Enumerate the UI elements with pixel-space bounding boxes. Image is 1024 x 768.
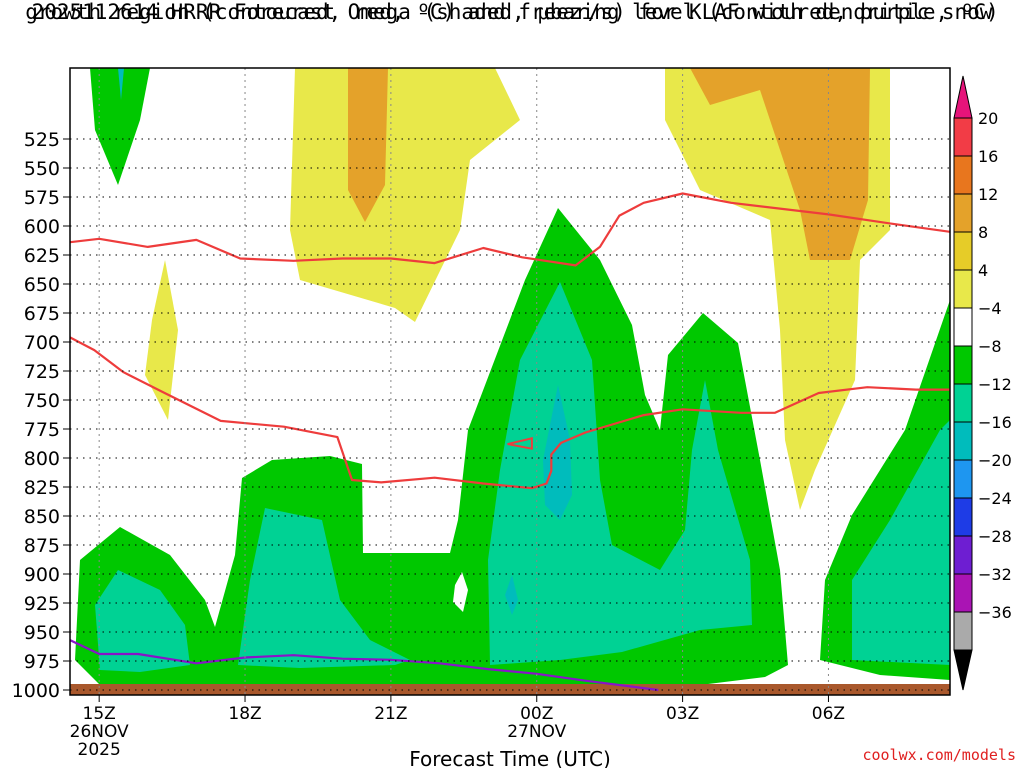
x-tick-label: 15Z: [83, 704, 116, 724]
y-axis-tick-labels: 525 550 575 600 625 650 675 700 725 750 775 800 825 8…: [12, 129, 70, 702]
colorbar-label: −36: [978, 603, 1012, 622]
y-tick-label: 725: [24, 361, 60, 383]
omega-positive-8-band: [690, 68, 870, 260]
y-tick-label: 700: [24, 332, 60, 354]
y-tick-label: 675: [24, 303, 60, 325]
omega-negative-12-band: [118, 68, 124, 100]
y-tick-label: 775: [24, 419, 60, 441]
y-tick-label: 575: [24, 187, 60, 209]
y-tick-label: 925: [24, 593, 60, 615]
colorbar-label: −24: [978, 489, 1012, 508]
colorbar-swatch: [953, 535, 973, 575]
colorbar-label: −32: [978, 565, 1012, 584]
colorbar-label: −4: [978, 299, 1002, 318]
ground-strip: [70, 684, 950, 695]
omega-negative-4-band: [90, 68, 150, 185]
contour-loop: [507, 437, 533, 450]
chart-subtitle: growth region (contoured, red, ºC) and f…: [25, 0, 999, 24]
x-tick-label: 00Z: [520, 704, 553, 724]
colorbar-label: −12: [978, 375, 1012, 394]
colorbar-swatch: [953, 269, 973, 309]
x-axis-label: Forecast Time (UTC): [409, 747, 611, 768]
colorbar-label: −8: [978, 337, 1002, 356]
contour-line-2: [70, 639, 659, 692]
colorbar: 20 16 12 8 4 −4 −8 −12 −16 −20 −24 −28 −32 −36: [953, 75, 1012, 691]
y-tick-label: 800: [24, 448, 60, 470]
colorbar-swatch: [953, 345, 973, 385]
colorbar-swatch: [953, 497, 973, 537]
colorbar-label: −16: [978, 413, 1012, 432]
contour-line-1: [70, 336, 950, 490]
y-tick-label: 950: [24, 622, 60, 644]
y-tick-label: 900: [24, 564, 60, 586]
colorbar-label: −28: [978, 527, 1012, 546]
colorbar-swatch: [953, 231, 973, 271]
colorbar-label: 4: [978, 261, 988, 280]
x-tick-label: 03Z: [666, 704, 699, 724]
x-tick-label: 06Z: [812, 704, 845, 724]
colorbar-label: 16: [978, 147, 998, 166]
x-tick-label: 21Z: [374, 704, 407, 724]
plot-frame: [69, 67, 951, 696]
x-tick-sub1: 27NOV: [507, 722, 566, 742]
contour-line-0: [70, 192, 950, 267]
colorbar-swatch: [953, 611, 973, 651]
chart-title: 2025112614 HRRR Forecast Omega (shaded, …: [31, 0, 993, 24]
colorbar-swatch: [953, 117, 973, 157]
y-tick-label: 650: [24, 274, 60, 296]
colorbar-swatch: [953, 383, 973, 423]
x-tick-sub1: 26NOV: [70, 722, 129, 742]
omega-negative-8-band: [238, 508, 410, 668]
colorbar-label: −20: [978, 451, 1012, 470]
contour-lines: [70, 192, 950, 692]
omega-negative-8-band: [852, 420, 950, 665]
y-tick-label: 625: [24, 245, 60, 267]
x-tick-sub2: 2025: [78, 740, 121, 760]
y-tick-label: 750: [24, 390, 60, 412]
credit-text: coolwx.com/models: [862, 746, 1016, 764]
y-tick-label: 525: [24, 129, 60, 151]
y-tick-label: 550: [24, 158, 60, 180]
colorbar-swatch: [953, 573, 973, 613]
colorbar-swatch: [953, 155, 973, 195]
colorbar-label: 20: [978, 109, 998, 128]
grid: [70, 68, 950, 695]
omega-weak-region: [453, 572, 468, 612]
y-tick-label: 600: [24, 216, 60, 238]
omega-negative-8-band: [95, 570, 190, 672]
omega-positive-4-band: [145, 260, 178, 420]
colorbar-label: 12: [978, 185, 998, 204]
x-tick-label: 18Z: [228, 704, 261, 724]
colorbar-bottom-arrow: [953, 649, 973, 691]
y-tick-label: 1000: [12, 680, 60, 702]
y-tick-label: 825: [24, 477, 60, 499]
colorbar-top-arrow: [953, 75, 973, 119]
colorbar-swatch: [953, 421, 973, 461]
y-tick-label: 875: [24, 535, 60, 557]
colorbar-label: 8: [978, 223, 988, 242]
colorbar-swatch: [953, 193, 973, 233]
y-tick-label: 850: [24, 506, 60, 528]
omega-negative-8-band: [488, 282, 752, 665]
omega-negative-12-band: [505, 575, 518, 615]
omega-negative-12-band: [543, 385, 572, 520]
y-tick-label: 975: [24, 651, 60, 673]
colorbar-swatch: [953, 307, 973, 347]
omega-positive-8-band: [348, 68, 388, 222]
colorbar-swatch: [953, 459, 973, 499]
